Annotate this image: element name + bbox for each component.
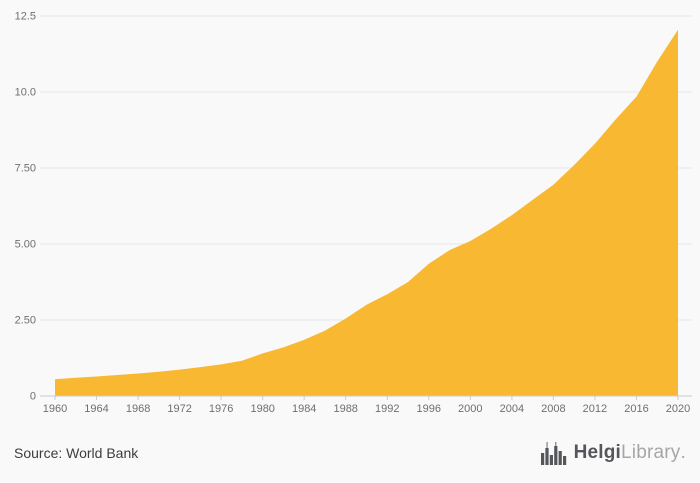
svg-text:2000: 2000 (458, 403, 482, 415)
svg-text:2.50: 2.50 (15, 315, 36, 327)
svg-text:2020: 2020 (666, 403, 690, 415)
svg-text:1984: 1984 (292, 403, 316, 415)
chart-container: 0 2.50 5.00 7.50 10.0 12.5 1960 1964 1968 1972 197… (15, 11, 692, 415)
svg-text:10.0: 10.0 (15, 87, 36, 99)
svg-text:1968: 1968 (126, 403, 150, 415)
svg-text:1964: 1964 (84, 403, 108, 415)
svg-text:1960: 1960 (43, 403, 67, 415)
skyline-bars-icon (540, 441, 567, 465)
svg-text:0: 0 (30, 391, 36, 403)
source-label: Source: World Bank (14, 445, 139, 461)
svg-text:1992: 1992 (375, 403, 399, 415)
brand-suffix: . (680, 442, 686, 463)
svg-text:1988: 1988 (333, 403, 357, 415)
svg-text:1972: 1972 (167, 403, 191, 415)
svg-text:1976: 1976 (209, 403, 233, 415)
svg-text:12.5: 12.5 (15, 11, 36, 23)
helgi-library-logo: Helgi Library. (540, 441, 686, 465)
svg-text:5.00: 5.00 (15, 239, 36, 251)
footer: Source: World Bank Hel (0, 433, 700, 473)
svg-text:7.50: 7.50 (15, 163, 36, 175)
svg-text:2016: 2016 (624, 403, 648, 415)
svg-text:1996: 1996 (417, 403, 441, 415)
svg-text:2008: 2008 (541, 403, 565, 415)
svg-text:1980: 1980 (250, 403, 274, 415)
brand-primary: Helgi (573, 442, 622, 463)
brand-text: Helgi Library. (574, 442, 686, 464)
svg-text:2012: 2012 (583, 403, 607, 415)
area-chart: 0 2.50 5.00 7.50 10.0 12.5 1960 1964 1968 1972 197… (15, 11, 692, 415)
brand-secondary: Library (621, 442, 681, 463)
svg-text:2004: 2004 (500, 403, 524, 415)
